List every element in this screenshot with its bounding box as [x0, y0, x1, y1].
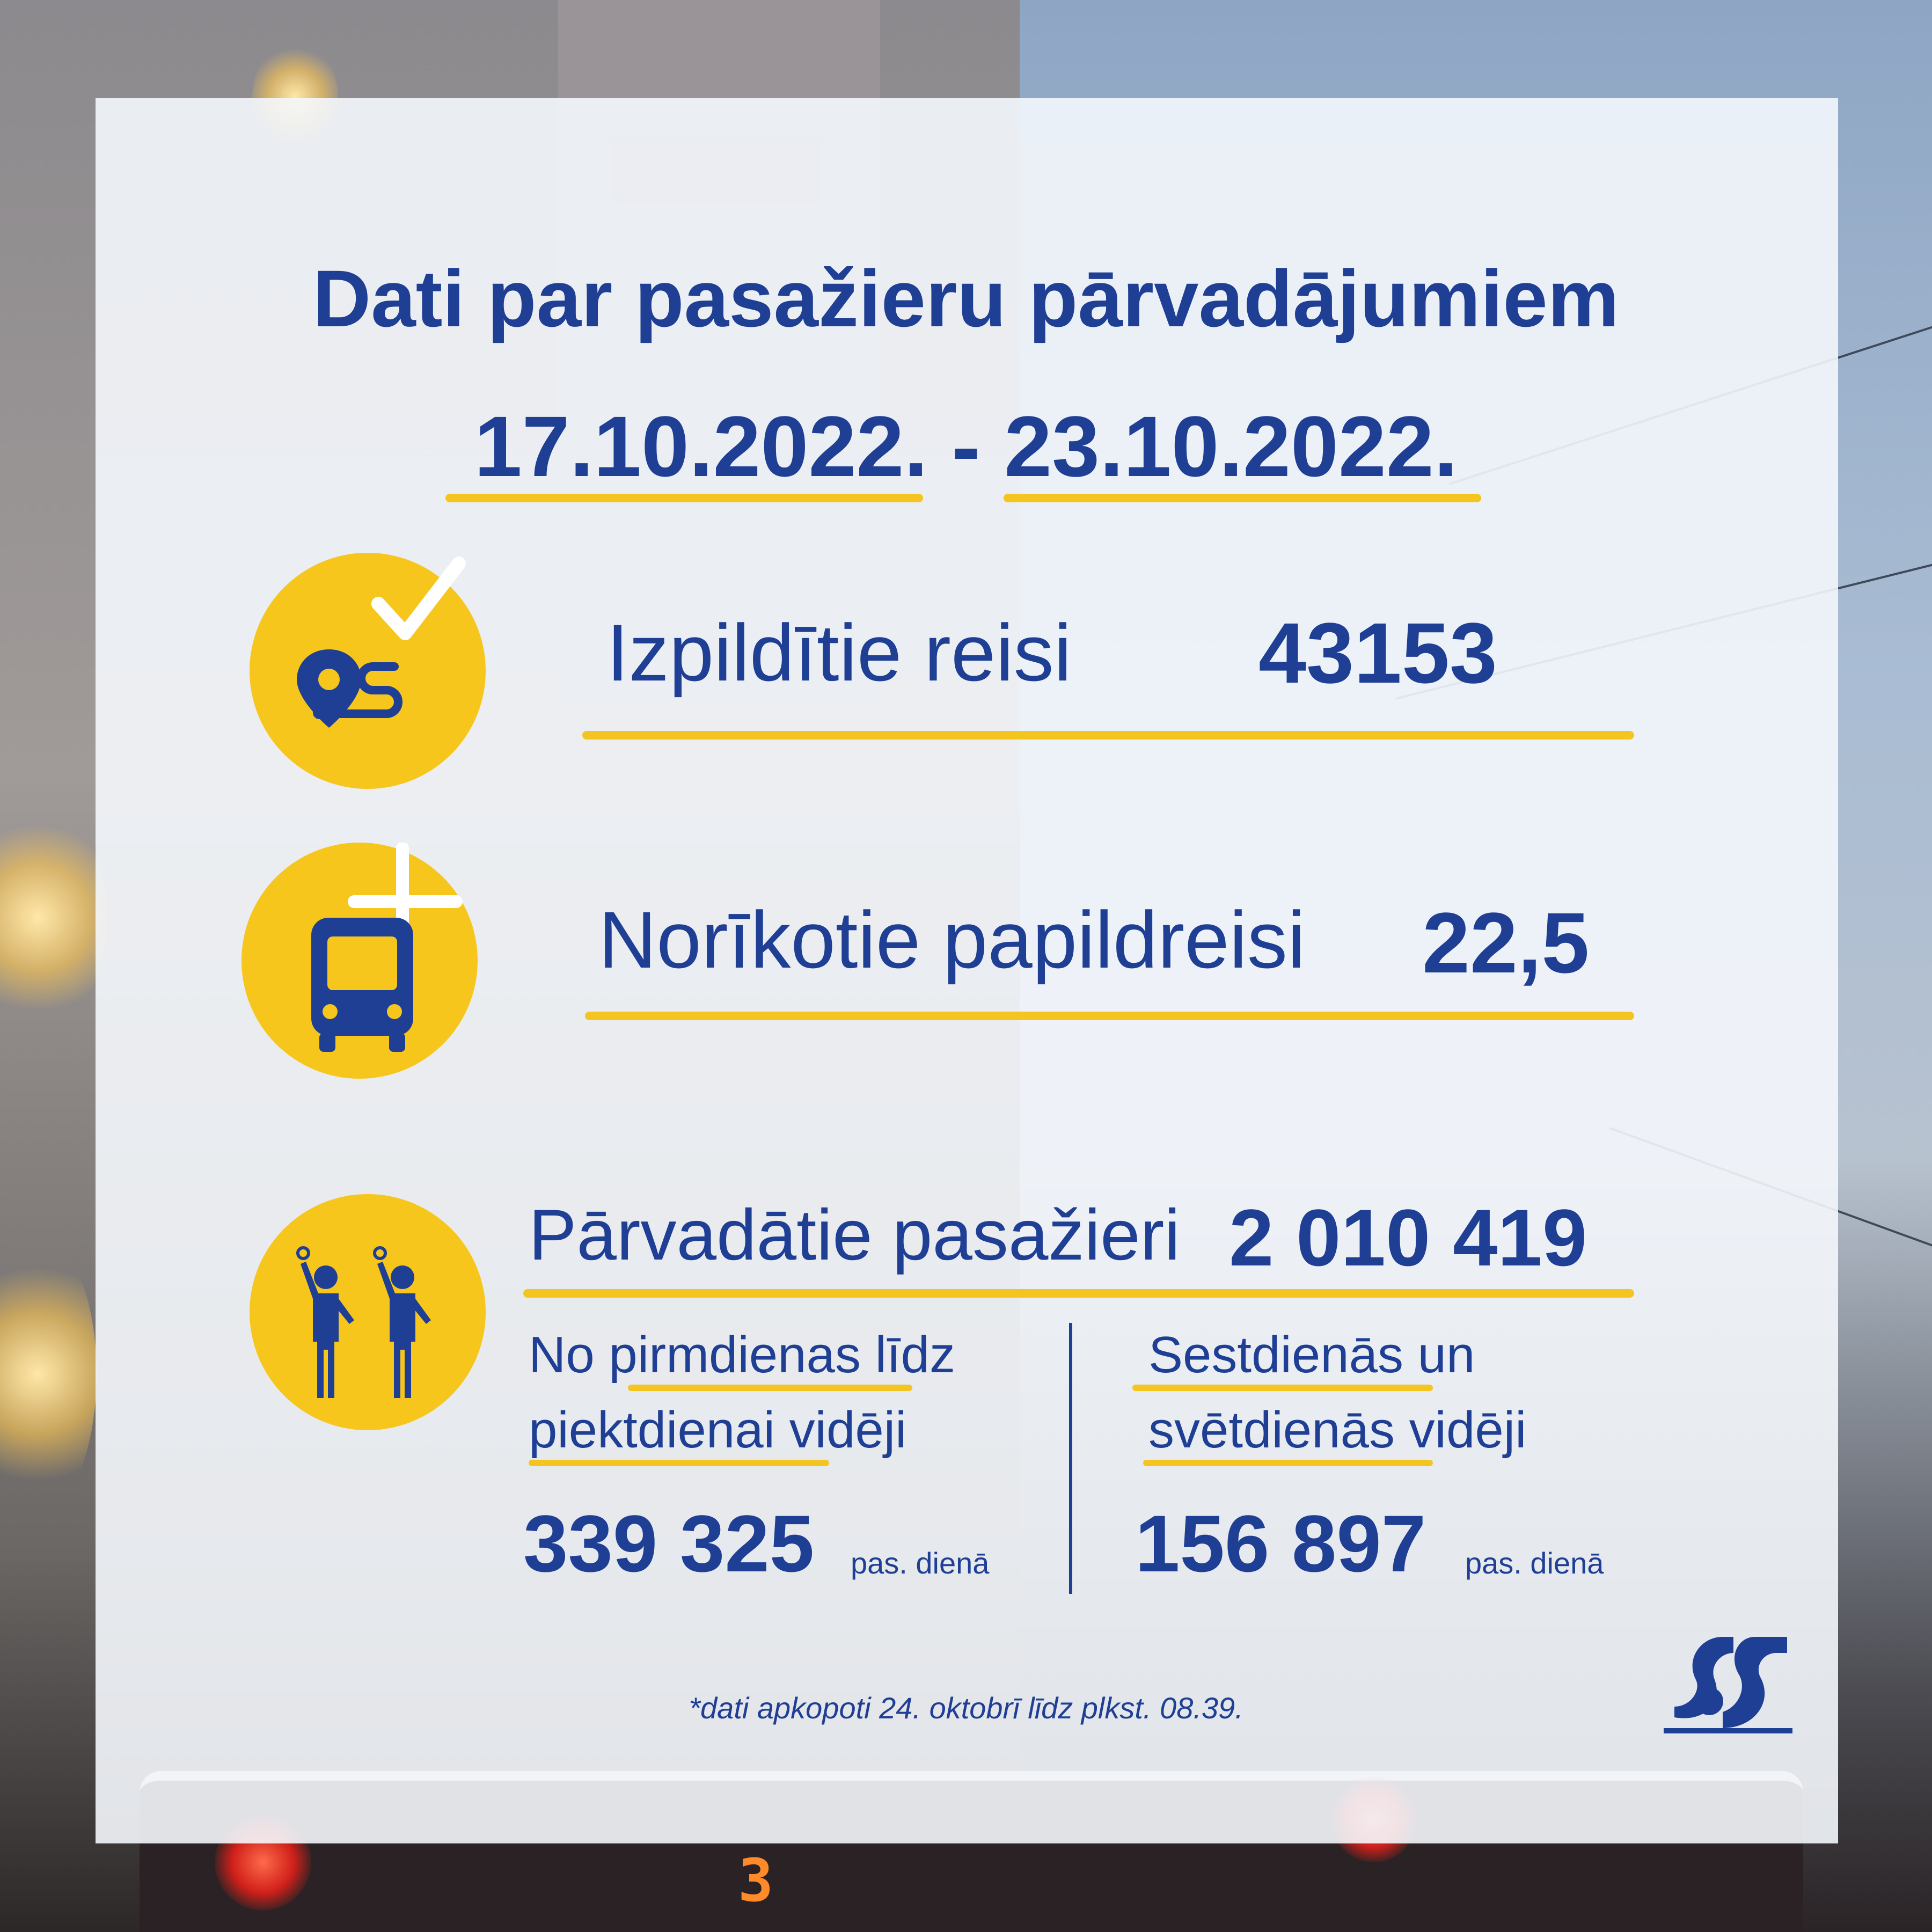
bus-plus-icon	[311, 841, 463, 1052]
stat-underline	[582, 731, 1634, 740]
weekend-average-value: 156 897	[1135, 1498, 1426, 1589]
weekday-average-value: 339 325	[523, 1498, 815, 1589]
street-light	[0, 805, 107, 1030]
stat-label-passengers: Pārvadātie pasažieri	[529, 1195, 1181, 1275]
sub-underline	[529, 1460, 829, 1466]
stat-label-trips: Izpildītie reisi	[606, 608, 1072, 698]
stat-underline	[523, 1289, 1634, 1298]
footnote: *dati apkopoti 24. oktobrī līdz plkst. 0…	[689, 1691, 1243, 1725]
passengers-icon	[296, 1246, 431, 1398]
rigas-satiksme-logo-icon	[1664, 1637, 1792, 1733]
stat-icon-circle	[250, 1194, 486, 1430]
page-title: Dati par pasažieru pārvadājumiem	[312, 253, 1620, 343]
stat-icon-circle	[250, 553, 486, 789]
date-underline	[445, 494, 923, 502]
weekend-label-line1: Sestdienās un	[1148, 1326, 1475, 1384]
sub-underline	[628, 1385, 912, 1391]
weekday-unit: pas. dienā	[851, 1546, 990, 1580]
stat-underline	[585, 1012, 1634, 1020]
stat-value-extra-trips: 22,5	[1422, 895, 1590, 991]
tram-number: 3	[738, 1846, 774, 1915]
street-light	[0, 1234, 97, 1513]
route-check-icon	[297, 557, 466, 728]
date-range: 17.10.2022. - 23.10.2022.	[474, 398, 1458, 494]
weekend-label-line2: svētdienās vidēji	[1148, 1401, 1527, 1459]
date-underline	[1004, 494, 1481, 502]
stat-label-extra-trips: Norīkotie papildreisi	[598, 895, 1306, 985]
weekend-unit: pas. dienā	[1465, 1546, 1604, 1580]
weekday-label-line2: piektdienai vidēji	[529, 1401, 907, 1459]
weekday-label-line1: No pirmdienas līdz	[529, 1326, 955, 1384]
stat-value-passengers: 2 010 419	[1229, 1192, 1587, 1283]
stat-icon-circle	[241, 841, 478, 1079]
sub-underline	[1143, 1460, 1433, 1466]
stat-value-trips: 43153	[1258, 605, 1497, 701]
sub-underline	[1132, 1385, 1433, 1391]
column-divider	[1069, 1323, 1072, 1594]
